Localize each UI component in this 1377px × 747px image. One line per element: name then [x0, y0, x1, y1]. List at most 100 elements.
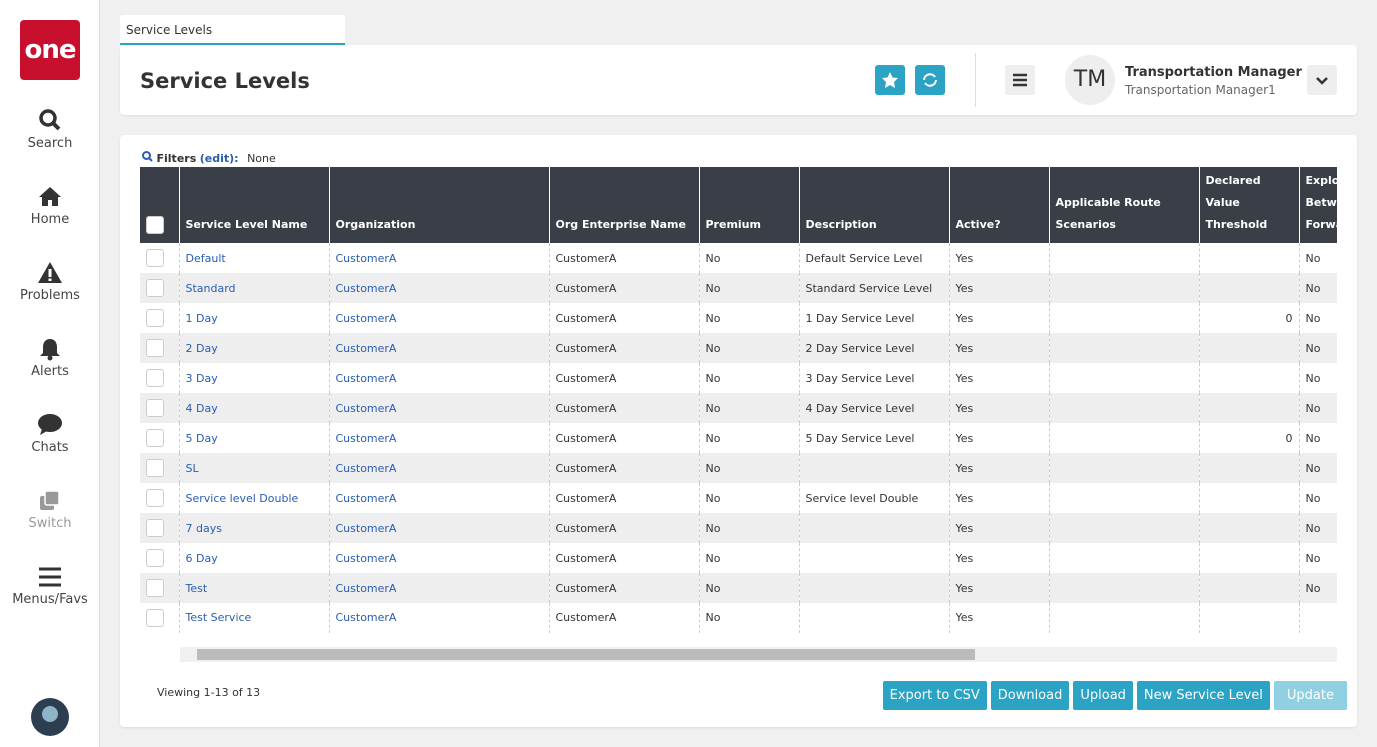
table-cell[interactable]: 7 days: [179, 513, 330, 543]
table-cell: [1049, 513, 1200, 543]
table-cell: 5 Day Service Level: [799, 423, 950, 453]
tab[interactable]: Service Levels: [120, 15, 345, 45]
row-select[interactable]: [140, 333, 180, 363]
table-cell[interactable]: CustomerA: [329, 573, 550, 603]
table-cell: Yes: [949, 453, 1050, 483]
nav-item[interactable]: Alerts: [0, 336, 100, 379]
table-cell[interactable]: 2 Day: [179, 333, 330, 363]
table-cell[interactable]: 4 Day: [179, 393, 330, 423]
table-cell: No: [1299, 573, 1337, 603]
nav-item[interactable]: Search: [0, 108, 100, 151]
row-select[interactable]: [140, 303, 180, 333]
row-select[interactable]: [140, 273, 180, 303]
action-button[interactable]: New Service Level: [1136, 681, 1270, 710]
user-name: Transportation Manager: [1125, 65, 1302, 80]
table-cell[interactable]: 6 Day: [179, 543, 330, 573]
table-cell[interactable]: CustomerA: [329, 243, 550, 273]
menu-button[interactable]: [1005, 65, 1035, 95]
table-cell: Yes: [949, 363, 1050, 393]
filters-edit[interactable]: (edit):: [199, 152, 239, 165]
row-select[interactable]: [140, 363, 180, 393]
table-cell[interactable]: SL: [179, 453, 330, 483]
action-button[interactable]: Export to CSV: [882, 681, 987, 710]
table-cell[interactable]: CustomerA: [329, 303, 550, 333]
table-cell[interactable]: Standard: [179, 273, 330, 303]
table-cell[interactable]: CustomerA: [329, 483, 550, 513]
avatar-icon[interactable]: [30, 697, 70, 737]
table-cell[interactable]: CustomerA: [329, 273, 550, 303]
table-cell[interactable]: CustomerA: [329, 423, 550, 453]
column-header[interactable]: Service Level Name: [179, 167, 330, 243]
column-header[interactable]: Declared Value Threshold: [1199, 167, 1300, 243]
user-avatar[interactable]: TM: [1065, 55, 1115, 105]
nav-label: Switch: [28, 516, 72, 531]
table-cell: [1199, 483, 1300, 513]
table-cell: [799, 453, 950, 483]
nav-item[interactable]: Problems: [0, 260, 100, 303]
table-cell[interactable]: 5 Day: [179, 423, 330, 453]
user-dropdown[interactable]: [1307, 65, 1337, 95]
table-cell: [799, 543, 950, 573]
row-select[interactable]: [140, 543, 180, 573]
table-cell: [1199, 453, 1300, 483]
table-cell: CustomerA: [549, 513, 700, 543]
column-header[interactable]: Active?: [949, 167, 1050, 243]
table-cell[interactable]: 1 Day: [179, 303, 330, 333]
row-select[interactable]: [140, 423, 180, 453]
table-cell[interactable]: Test: [179, 573, 330, 603]
table-cell: [1049, 423, 1200, 453]
table-cell: No: [699, 273, 800, 303]
scrollbar[interactable]: [180, 647, 1337, 662]
table-cell[interactable]: CustomerA: [329, 603, 550, 633]
table-cell: [1199, 333, 1300, 363]
table-cell: 0: [1199, 303, 1300, 333]
table-cell[interactable]: CustomerA: [329, 453, 550, 483]
table-cell: CustomerA: [549, 453, 700, 483]
sidebar: one Search Home Problems Alerts Chats Switch M…: [0, 0, 100, 747]
row-select[interactable]: [140, 393, 180, 423]
column-header[interactable]: Applicable Route Scenarios: [1049, 167, 1200, 243]
table-cell: No: [1299, 303, 1337, 333]
column-header[interactable]: Description: [799, 167, 950, 243]
table-cell: [1049, 303, 1200, 333]
row-select[interactable]: [140, 243, 180, 273]
favorite-button[interactable]: [875, 65, 905, 95]
row-select[interactable]: [140, 573, 180, 603]
refresh-button[interactable]: [915, 65, 945, 95]
table-cell[interactable]: Service level Double: [179, 483, 330, 513]
table-cell[interactable]: Default: [179, 243, 330, 273]
nav-item[interactable]: Menus/Favs: [0, 564, 100, 607]
row-select[interactable]: [140, 513, 180, 543]
select-all[interactable]: [140, 167, 180, 243]
nav-item[interactable]: Home: [0, 184, 100, 227]
filters-value: None: [247, 152, 276, 165]
nav-item[interactable]: Chats: [0, 412, 100, 455]
action-button[interactable]: Download: [990, 681, 1070, 710]
table-cell[interactable]: Test Service: [179, 603, 330, 633]
column-header[interactable]: Organization: [329, 167, 550, 243]
row-select[interactable]: [140, 453, 180, 483]
table-row: 1 Day CustomerA CustomerA No 1 Day Service L…: [140, 303, 1337, 333]
logo[interactable]: one: [20, 20, 80, 80]
column-header[interactable]: Explor Betwe Forwa: [1299, 167, 1337, 243]
table-cell: [1049, 393, 1200, 423]
row-select[interactable]: [140, 603, 180, 633]
table-cell[interactable]: CustomerA: [329, 363, 550, 393]
table-cell[interactable]: CustomerA: [329, 393, 550, 423]
table-cell[interactable]: CustomerA: [329, 513, 550, 543]
action-button: Update: [1273, 681, 1347, 710]
nav-label: Search: [27, 136, 73, 151]
table-cell: No: [699, 393, 800, 423]
action-button[interactable]: Upload: [1073, 681, 1133, 710]
table-cell[interactable]: 3 Day: [179, 363, 330, 393]
column-header[interactable]: Premium: [699, 167, 800, 243]
nav-item[interactable]: Switch: [0, 488, 100, 531]
nav-icon: [38, 262, 62, 283]
nav-icon: [39, 567, 61, 587]
table-cell[interactable]: CustomerA: [329, 543, 550, 573]
column-header[interactable]: Org Enterprise Name: [549, 167, 700, 243]
table-cell[interactable]: CustomerA: [329, 333, 550, 363]
row-select[interactable]: [140, 483, 180, 513]
table-cell: [799, 573, 950, 603]
table-cell: No: [1299, 453, 1337, 483]
